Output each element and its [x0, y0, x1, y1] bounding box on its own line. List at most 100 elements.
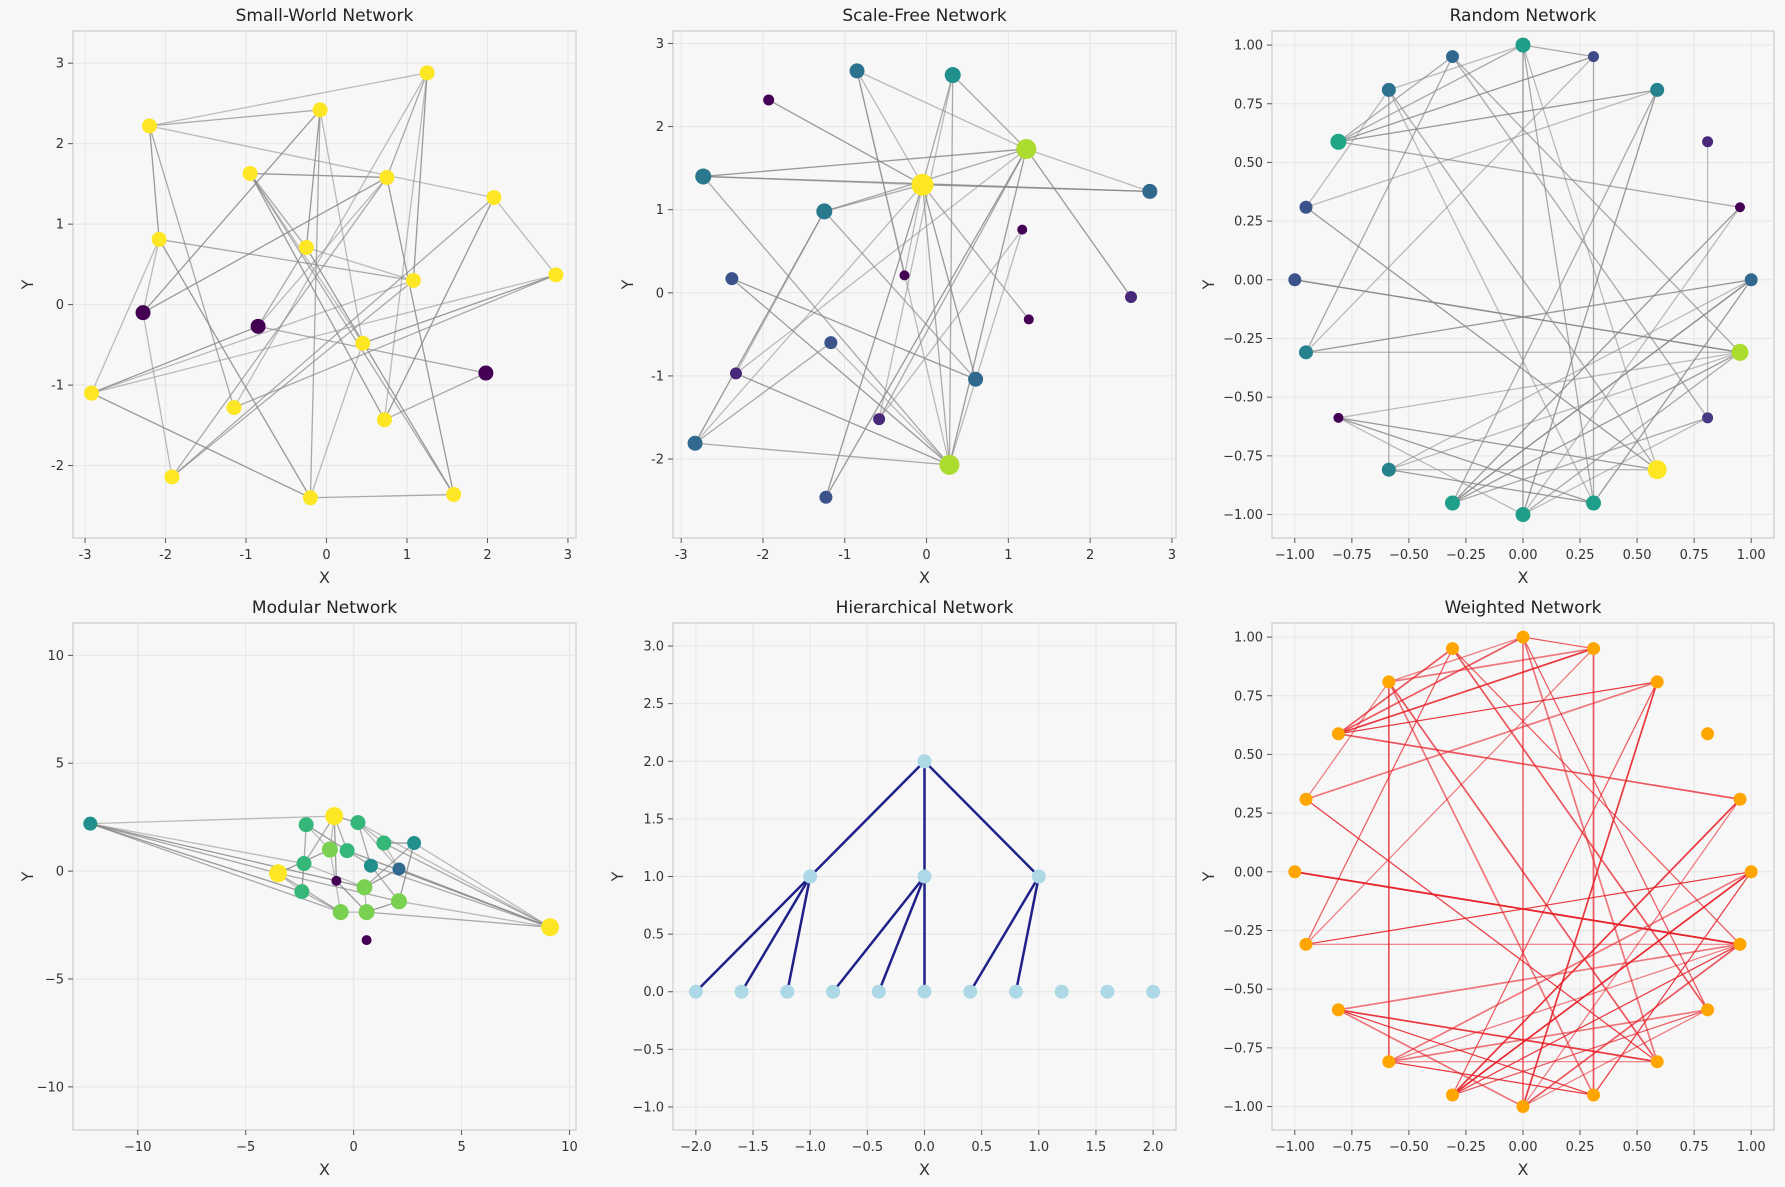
network-edge	[1025, 148, 1132, 298]
network-node	[1744, 273, 1758, 287]
network-edge	[398, 842, 415, 902]
plot-area	[672, 30, 1177, 539]
network-edge	[921, 184, 1030, 320]
network-edge	[740, 875, 812, 993]
x-tick-label: −1.00	[1275, 548, 1315, 563]
network-node	[1744, 865, 1758, 879]
network-node	[302, 490, 318, 506]
network-edge	[90, 815, 335, 825]
network-edge	[1014, 876, 1041, 992]
network-edge	[1388, 469, 1594, 504]
network-edge	[1338, 417, 1658, 471]
network-node	[1516, 630, 1530, 644]
network-node	[419, 65, 435, 81]
network-edge	[1338, 417, 1594, 504]
network-edge	[1388, 943, 1741, 1063]
network-edge	[90, 823, 365, 888]
y-tick-label: -2	[651, 453, 664, 468]
y-tick-label: −1.00	[1223, 1100, 1263, 1115]
network-node	[356, 879, 373, 896]
network-edge	[731, 278, 950, 466]
network-edge	[1388, 636, 1524, 683]
network-edge	[1388, 1061, 1594, 1096]
y-tick-label: −1.00	[1223, 508, 1263, 523]
x-tick-label: -2	[159, 548, 172, 563]
network-edge	[878, 148, 1027, 420]
network-node	[339, 843, 355, 859]
network-node	[780, 984, 795, 999]
network-node	[1382, 675, 1396, 689]
network-edge	[310, 493, 454, 499]
network-node	[164, 469, 180, 485]
network-edge	[158, 239, 311, 499]
network-node	[1023, 314, 1034, 325]
network-edge	[856, 70, 906, 276]
y-tick-label: 3.0	[643, 640, 664, 655]
network-node	[1288, 865, 1302, 879]
network-edge	[1338, 1008, 1658, 1063]
y-tick-label: 10	[47, 649, 64, 664]
network-node	[446, 487, 462, 503]
network-edge	[250, 172, 387, 179]
network-edge	[1338, 943, 1741, 1011]
network-edge	[386, 72, 428, 178]
network-edge	[277, 872, 400, 902]
network-node	[1587, 1088, 1601, 1102]
y-axis-label: Y	[18, 871, 37, 882]
network-node	[968, 371, 984, 387]
network-edge	[702, 176, 950, 466]
x-tick-label: −0.25	[1446, 1140, 1486, 1155]
y-tick-label: −1.0	[632, 1100, 664, 1115]
network-edge	[233, 72, 428, 408]
network-edge	[257, 247, 307, 327]
x-tick-label: 0.00	[1509, 548, 1538, 563]
network-edge	[90, 823, 303, 893]
network-edge	[1338, 351, 1741, 419]
x-tick-label: −1.0	[794, 1140, 826, 1155]
network-node	[816, 203, 833, 220]
network-edge	[148, 125, 160, 240]
network-edge	[90, 239, 160, 394]
network-node	[376, 412, 392, 428]
network-node	[1733, 792, 1747, 806]
x-tick-label: 0.00	[1509, 1140, 1538, 1155]
x-axis-label: X	[319, 568, 330, 587]
network-node	[1701, 727, 1715, 741]
network-edge	[1522, 89, 1658, 515]
network-node	[1016, 139, 1037, 160]
y-axis-label: Y	[18, 279, 37, 290]
network-node	[1650, 1055, 1664, 1069]
network-edge	[1452, 648, 1741, 945]
network-node	[363, 858, 378, 873]
x-tick-label: −10	[124, 1140, 151, 1155]
network-node	[849, 63, 865, 79]
network-node	[541, 918, 560, 937]
y-tick-label: 3	[656, 37, 664, 52]
network-edge	[856, 70, 924, 186]
y-axis-label: Y	[608, 871, 627, 882]
network-node	[242, 165, 258, 181]
network-edge	[1338, 636, 1524, 735]
network-edge	[370, 865, 551, 928]
x-axis-label: X	[919, 568, 930, 587]
network-edge	[969, 875, 1040, 993]
network-node	[298, 239, 314, 255]
network-edge	[149, 125, 495, 199]
network-edge	[1305, 681, 1658, 801]
network-edge	[309, 343, 364, 498]
network-edge	[142, 312, 173, 477]
network-edge	[1305, 648, 1594, 945]
x-tick-label: 0	[922, 548, 930, 563]
network-edge	[171, 279, 414, 478]
network-node	[1445, 1088, 1459, 1102]
y-tick-label: 1.5	[643, 812, 664, 827]
network-edge	[1338, 1009, 1524, 1108]
network-edge	[1592, 279, 1752, 504]
x-tick-label: 0	[322, 548, 330, 563]
chart-title: Weighted Network	[1445, 598, 1602, 618]
network-edge	[1338, 647, 1594, 735]
network-edge	[952, 74, 1027, 150]
network-edge	[364, 842, 415, 888]
x-axis-label: X	[1518, 1160, 1529, 1179]
network-node	[734, 984, 749, 999]
